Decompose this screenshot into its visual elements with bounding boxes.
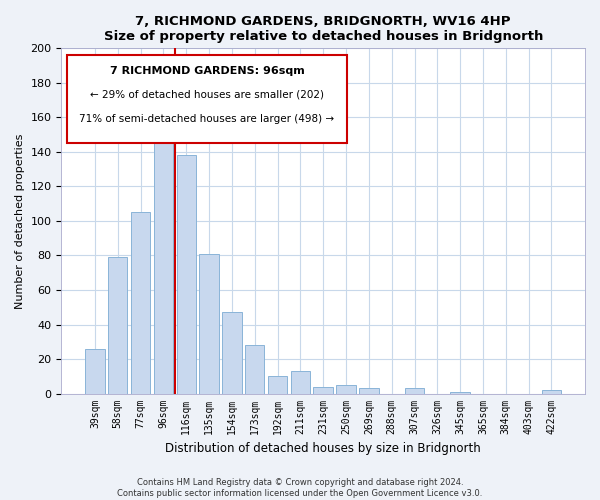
Bar bbox=[290, 371, 310, 394]
Bar bbox=[451, 392, 470, 394]
Bar bbox=[542, 390, 561, 394]
Bar bbox=[154, 108, 173, 394]
Text: ← 29% of detached houses are smaller (202): ← 29% of detached houses are smaller (20… bbox=[90, 90, 324, 100]
Y-axis label: Number of detached properties: Number of detached properties bbox=[15, 134, 25, 308]
Title: 7, RICHMOND GARDENS, BRIDGNORTH, WV16 4HP
Size of property relative to detached : 7, RICHMOND GARDENS, BRIDGNORTH, WV16 4H… bbox=[104, 15, 543, 43]
Bar bbox=[131, 212, 150, 394]
Bar bbox=[268, 376, 287, 394]
Bar bbox=[199, 254, 219, 394]
Bar bbox=[85, 348, 104, 394]
Bar bbox=[313, 386, 333, 394]
Bar bbox=[108, 257, 127, 394]
Text: 71% of semi-detached houses are larger (498) →: 71% of semi-detached houses are larger (… bbox=[79, 114, 335, 124]
Bar bbox=[405, 388, 424, 394]
Text: 7 RICHMOND GARDENS: 96sqm: 7 RICHMOND GARDENS: 96sqm bbox=[110, 66, 304, 76]
Bar bbox=[359, 388, 379, 394]
Text: Contains HM Land Registry data © Crown copyright and database right 2024.
Contai: Contains HM Land Registry data © Crown c… bbox=[118, 478, 482, 498]
FancyBboxPatch shape bbox=[67, 55, 347, 144]
Bar bbox=[176, 156, 196, 394]
Bar bbox=[245, 345, 265, 394]
Bar bbox=[337, 385, 356, 394]
X-axis label: Distribution of detached houses by size in Bridgnorth: Distribution of detached houses by size … bbox=[166, 442, 481, 455]
Bar bbox=[222, 312, 242, 394]
